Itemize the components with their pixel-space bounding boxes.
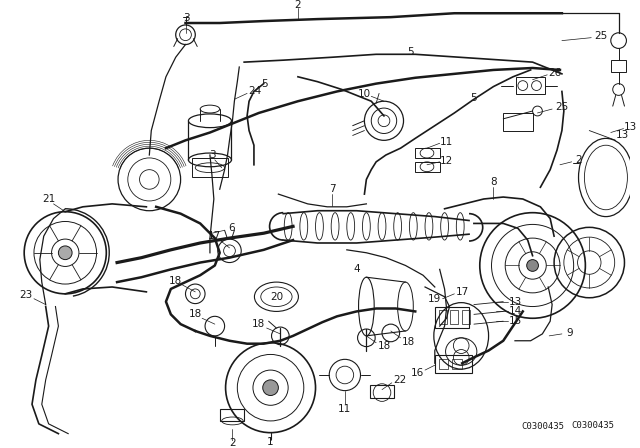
Bar (220, 409, 244, 421)
Text: 25: 25 (595, 31, 607, 41)
Bar (452, 359, 462, 369)
Bar (516, 77, 545, 95)
Text: 17: 17 (456, 287, 469, 297)
Bar (371, 385, 394, 398)
Text: 15: 15 (508, 316, 522, 326)
Text: 18: 18 (252, 319, 266, 329)
Text: 3: 3 (209, 150, 216, 160)
Text: 5: 5 (470, 93, 477, 103)
Text: 13: 13 (624, 122, 637, 132)
Text: 2: 2 (294, 0, 301, 10)
Text: 13: 13 (508, 297, 522, 306)
Text: C0300435: C0300435 (572, 421, 614, 430)
Text: 25: 25 (556, 102, 568, 112)
Circle shape (58, 246, 72, 259)
Text: 12: 12 (440, 156, 453, 166)
Bar (503, 113, 532, 130)
Text: 14: 14 (508, 306, 522, 316)
Bar (438, 359, 449, 369)
Text: 5: 5 (261, 79, 268, 89)
Text: 24: 24 (248, 86, 262, 96)
Text: 18: 18 (378, 340, 390, 351)
Text: 8: 8 (490, 177, 497, 187)
Text: 20: 20 (270, 292, 283, 302)
Bar (415, 148, 440, 158)
Text: 22: 22 (393, 375, 406, 385)
Text: 23: 23 (19, 290, 33, 300)
Text: 13: 13 (616, 130, 629, 140)
Bar (438, 310, 447, 324)
Text: 19: 19 (428, 294, 442, 304)
Text: 18: 18 (402, 337, 415, 347)
Text: 3: 3 (183, 13, 190, 23)
Bar (193, 158, 228, 177)
Text: 11: 11 (440, 137, 453, 147)
Text: 6: 6 (228, 223, 235, 233)
Text: 1: 1 (268, 437, 274, 448)
Bar (611, 60, 627, 72)
Bar (435, 306, 469, 328)
Text: C0300435: C0300435 (522, 422, 564, 431)
Text: 4: 4 (353, 264, 360, 274)
Text: 2: 2 (575, 155, 582, 165)
Text: 18: 18 (189, 310, 202, 319)
Bar (415, 162, 440, 172)
Text: 2: 2 (229, 439, 236, 448)
Bar (462, 310, 470, 324)
Text: 26: 26 (548, 68, 562, 78)
Text: 5: 5 (407, 47, 413, 57)
Text: 17: 17 (208, 231, 221, 241)
Text: 16: 16 (411, 368, 424, 378)
Text: 21: 21 (42, 194, 55, 204)
Circle shape (263, 380, 278, 396)
Circle shape (527, 259, 538, 271)
Text: 7: 7 (329, 184, 335, 194)
Text: 10: 10 (358, 90, 371, 99)
Text: 9: 9 (566, 328, 573, 338)
Bar (435, 355, 472, 373)
Text: 18: 18 (169, 276, 182, 286)
Bar (451, 310, 458, 324)
Text: 11: 11 (338, 404, 351, 414)
